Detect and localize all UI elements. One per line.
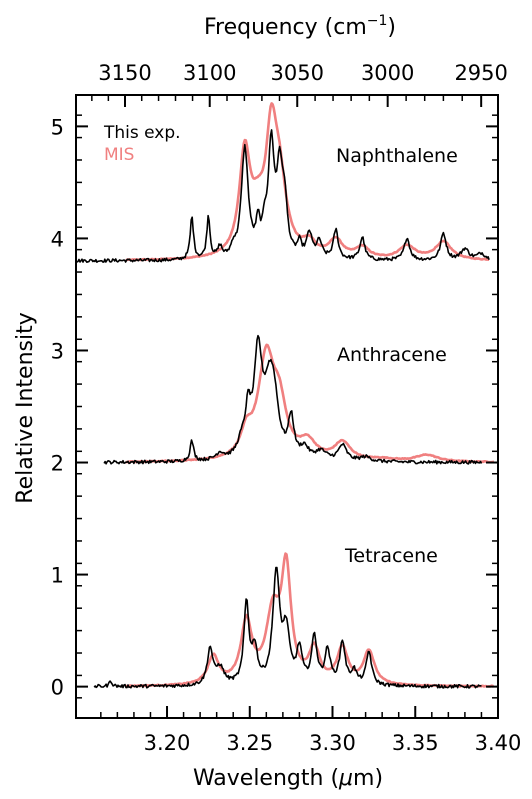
- series-label-anthracene: Anthracene: [337, 344, 447, 366]
- y-tick-label: 4: [51, 227, 64, 251]
- top-tick-label: 2950: [454, 61, 507, 85]
- y-tick-label: 5: [51, 115, 64, 139]
- y-tick-label: 2: [51, 452, 64, 476]
- series-label-tetracene: Tetracene: [344, 545, 438, 567]
- top-tick-label: 3100: [183, 61, 236, 85]
- top-tick-label: 3000: [361, 61, 414, 85]
- x-tick-label: 3.35: [392, 731, 439, 755]
- x-axis-title: Wavelength (μm): [193, 766, 383, 791]
- legend-entry-mis: MIS: [104, 145, 134, 165]
- top-tick-label: 3050: [271, 61, 324, 85]
- x-tick-label: 3.20: [144, 731, 191, 755]
- axis-tick-labels: 3.20 3.25 3.30 3.35 3.40 0 1 2 3 4 5 3150 3100 3050 30…: [51, 61, 522, 755]
- y-tick-label: 0: [51, 676, 64, 700]
- top-axis-title: Frequency (cm−1): [204, 13, 396, 40]
- series-label-naphthalene: Naphthalene: [336, 145, 458, 167]
- plot-lines: [75, 102, 495, 689]
- x-tick-label: 3.30: [309, 731, 356, 755]
- y-tick-label: 1: [51, 564, 64, 588]
- anthracene-exp-line: [103, 334, 483, 465]
- x-tick-label: 3.40: [475, 731, 522, 755]
- tetracene-mis-line: [125, 552, 495, 688]
- y-axis-title: Relative Intensity: [13, 312, 38, 503]
- tetracene-exp-line: [93, 566, 482, 689]
- x-tick-label: 3.25: [226, 731, 273, 755]
- anthracene-mis-line: [125, 343, 495, 464]
- axis-ticks: [76, 95, 499, 718]
- top-tick-label: 3150: [98, 61, 151, 85]
- y-tick-label: 3: [51, 339, 64, 363]
- legend-entry-exp: This exp.: [103, 123, 181, 143]
- naphthalene-exp-line: [75, 129, 490, 264]
